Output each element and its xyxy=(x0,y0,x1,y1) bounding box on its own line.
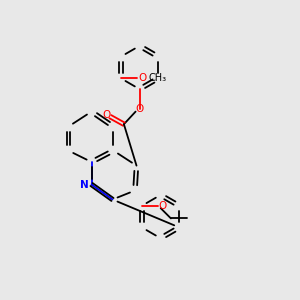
Text: CH₃: CH₃ xyxy=(149,73,167,83)
Text: O: O xyxy=(103,110,111,120)
Text: N: N xyxy=(80,180,89,190)
Text: O: O xyxy=(138,73,146,83)
Text: O: O xyxy=(158,201,166,211)
Text: O: O xyxy=(135,103,144,114)
